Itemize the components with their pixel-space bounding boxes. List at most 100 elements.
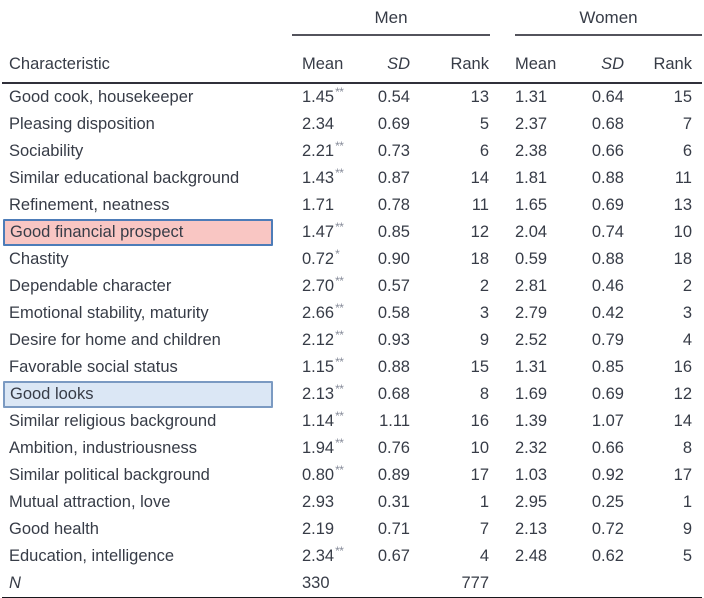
women-sd-cell: 1.07 (591, 412, 624, 430)
men-sd-cell: 0.71 (377, 520, 410, 538)
significance-asterisks: ** (335, 354, 344, 369)
men-mean-cell: 0.72* (302, 246, 340, 269)
characteristic-cell: Sociability (2, 138, 292, 165)
characteristic-label: Similar educational background (9, 169, 240, 187)
women-rank-cell: 5 (682, 547, 692, 565)
significance-asterisks: ** (335, 327, 344, 342)
characteristic-cell: Dependable character (2, 273, 292, 300)
characteristic-box: Ambition, industriousness (2, 435, 292, 462)
characteristic-cell: Ambition, industriousness (2, 435, 292, 462)
women-mean-cell: 1.69 (515, 385, 548, 403)
women-mean-cell: 2.37 (515, 115, 548, 133)
table-row: Emotional stability, maturity 2.66** 0.5… (2, 300, 702, 327)
characteristic-cell: Refinement, neatness (2, 192, 292, 219)
group-header-row: Men Women (2, 2, 702, 36)
significance-asterisks: ** (335, 165, 344, 180)
women-sd-cell: 0.69 (591, 385, 624, 403)
women-sd-cell: 0.66 (591, 439, 624, 457)
table-row: Ambition, industriousness 1.94** 0.76 10… (2, 435, 702, 462)
women-sd-column-header: SD (569, 36, 627, 84)
characteristic-cell: Good financial prospect (2, 219, 292, 246)
women-rank-cell: 11 (674, 169, 692, 187)
characteristic-label: Desire for home and children (9, 331, 221, 349)
women-mean-cell: 2.79 (515, 304, 548, 322)
women-mean-cell: 2.13 (515, 520, 548, 538)
characteristic-cell: Education, intelligence (2, 543, 292, 570)
men-rank-cell: 11 (471, 196, 489, 214)
characteristic-label: Favorable social status (9, 358, 178, 376)
table-row: Pleasing disposition 2.34 0.69 5 2.37 0.… (2, 111, 702, 138)
women-sd-cell: 0.46 (591, 277, 624, 295)
women-sd-cell: 0.25 (591, 493, 624, 511)
women-mean-cell: 1.31 (515, 88, 548, 106)
men-sd-cell: 0.93 (377, 331, 410, 349)
characteristic-box: Chastity (2, 246, 292, 273)
characteristic-box: Refinement, neatness (2, 192, 292, 219)
women-mean-cell: 2.52 (515, 331, 548, 349)
table-row: Good looks 2.13** 0.68 8 1.69 0.69 12 (2, 381, 702, 408)
women-mean-cell: 0.59 (515, 250, 548, 268)
characteristic-label: Good financial prospect (10, 223, 184, 241)
women-mean-column-header: Mean (497, 36, 569, 84)
women-rank-cell: 13 (673, 196, 692, 214)
women-rank-cell: 2 (682, 277, 692, 295)
significance-asterisks: * (335, 246, 340, 261)
table-row: Good financial prospect 1.47** 0.85 12 2… (2, 219, 702, 246)
characteristic-label: Good health (9, 520, 99, 538)
empty-cell (627, 570, 702, 598)
pink-highlight-box: Good financial prospect (3, 219, 273, 246)
men-sd-cell: 0.68 (377, 385, 410, 403)
characteristic-label: Emotional stability, maturity (9, 304, 209, 322)
table-body: Good cook, housekeeper 1.45** 0.54 13 1.… (2, 83, 702, 570)
men-sd-cell: 0.85 (377, 223, 410, 241)
men-group-header: Men (292, 2, 497, 36)
men-rank-cell: 10 (470, 439, 489, 457)
characteristic-box: Sociability (2, 138, 292, 165)
men-mean-cell: 2.34** (302, 543, 344, 566)
characteristic-cell: Good health (2, 516, 292, 543)
women-sd-cell: 0.92 (591, 466, 624, 484)
men-rank-cell: 17 (470, 466, 489, 484)
men-sd-cell: 0.69 (377, 115, 410, 133)
blue-highlight-box: Good looks (3, 381, 273, 408)
characteristic-label: Pleasing disposition (9, 115, 155, 133)
women-rank-cell: 12 (673, 385, 692, 403)
men-sd-cell: 0.78 (377, 196, 410, 214)
characteristic-cell: Favorable social status (2, 354, 292, 381)
table-footer: N 330 777 (2, 570, 702, 598)
men-sd-cell: 0.89 (377, 466, 410, 484)
women-mean-cell: 1.81 (515, 169, 548, 187)
men-mean-column-header: Mean (292, 36, 354, 84)
men-rank-cell: 9 (479, 331, 489, 349)
sample-size-label-cell: N (2, 570, 292, 598)
women-sd-cell: 0.42 (591, 304, 624, 322)
men-mean-cell: 2.19 (302, 520, 335, 538)
characteristic-box: Emotional stability, maturity (2, 300, 292, 327)
women-rank-cell: 9 (682, 520, 692, 538)
men-mean-cell: 2.70** (302, 273, 344, 296)
men-rank-cell: 12 (470, 223, 489, 241)
men-mean-cell: 1.71 (302, 196, 335, 214)
table-row: Similar political background 0.80** 0.89… (2, 462, 702, 489)
characteristic-cell: Chastity (2, 246, 292, 273)
women-group-label: Women (515, 8, 702, 36)
characteristic-label: Similar religious background (9, 412, 217, 430)
table-row: Favorable social status 1.15** 0.88 15 1… (2, 354, 702, 381)
men-mean-cell: 2.34 (302, 115, 335, 133)
women-rank-cell: 7 (682, 115, 692, 133)
characteristic-box: Mutual attraction, love (2, 489, 292, 516)
women-rank-cell: 15 (673, 88, 692, 106)
sample-size-row: N 330 777 (2, 570, 702, 598)
men-mean-cell: 1.45** (302, 84, 344, 107)
characteristic-label: Sociability (9, 142, 84, 160)
men-rank-cell: 5 (479, 115, 489, 133)
significance-asterisks: ** (335, 435, 344, 450)
women-rank-cell: 1 (682, 493, 692, 511)
men-rank-cell: 3 (479, 304, 489, 322)
table-row: Desire for home and children 2.12** 0.93… (2, 327, 702, 354)
men-mean-cell: 1.15** (302, 354, 344, 377)
sample-size-second-value: 777 (414, 570, 497, 598)
men-sd-cell: 0.54 (377, 88, 410, 106)
women-sd-cell: 0.69 (591, 196, 624, 214)
